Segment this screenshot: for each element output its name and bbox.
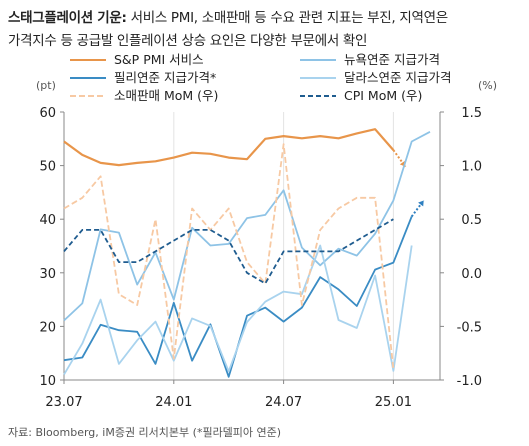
legend-label-cpi_mom: CPI MoM (우): [344, 88, 422, 103]
legend-label-retail_mom: 소매판매 MoM (우): [114, 88, 218, 103]
source-note: 자료: Bloomberg, iM증권 리서치본부 (*필라델피아 연준): [8, 426, 282, 439]
chart-axes: 10 20 30 40 50 60 -1.0 -0.5 0.0 0.5 1.0 1.5 (pt) (%) 2…: [36, 79, 497, 410]
x-tick-label: 25.01: [375, 395, 412, 410]
right-tick-label: 0.5: [461, 213, 482, 228]
left-axis-unit: (pt): [36, 79, 56, 92]
right-tick-label: 0.0: [461, 267, 482, 282]
left-tick-label: 40: [39, 213, 56, 228]
left-tick-label: 10: [39, 374, 56, 389]
right-tick-label: 1.0: [461, 160, 482, 175]
left-tick-label: 50: [39, 160, 56, 175]
right-axis-unit: (%): [478, 79, 497, 92]
left-tick-label: 20: [39, 320, 56, 335]
x-tick-label: 24.01: [155, 395, 192, 410]
right-tick-label: -0.5: [457, 320, 482, 335]
chart-title-rest: 서비스 PMI, 소매판매 등 수요 관련 지표는 부진, 지역연은: [126, 10, 449, 26]
legend-label-dallas_fed: 달라스연준 지급가격: [344, 70, 451, 85]
legend-label-philly_fed: 필리연준 지급가격*: [114, 70, 216, 85]
chart-title-bold: 스태그플레이션 기운:: [8, 10, 127, 26]
right-tick-label: -1.0: [457, 374, 482, 389]
x-tick-label: 24.07: [265, 395, 302, 410]
chart-grid: [173, 112, 394, 380]
chart-title-line-2: 가격지수 등 공급발 인플레이션 상승 요인은 다양한 부문에서 확인: [8, 33, 368, 49]
x-tick-label: 23.07: [45, 395, 82, 410]
trend-arrowhead-philly_fed: [418, 200, 424, 207]
chart-title-line-1: 스태그플레이션 기운: 서비스 PMI, 소매판매 등 수요 관련 지표는 부진…: [8, 6, 448, 26]
legend-label-ny_fed: 뉴욕연준 지급가격: [344, 52, 440, 67]
series-line-cpi_mom: [63, 218, 394, 285]
left-tick-label: 60: [39, 106, 56, 121]
left-tick-label: 30: [39, 267, 56, 282]
right-tick-label: 1.5: [461, 106, 482, 121]
chart-plot-area: [63, 128, 431, 378]
series-line-sp_pmi: [63, 128, 395, 167]
legend-label-sp_pmi: S&P PMI 서비스: [114, 52, 204, 67]
series-line-retail_mom: [63, 143, 395, 370]
series-line-ny_fed: [63, 131, 431, 322]
series-line-dallas_fed: [63, 244, 413, 376]
